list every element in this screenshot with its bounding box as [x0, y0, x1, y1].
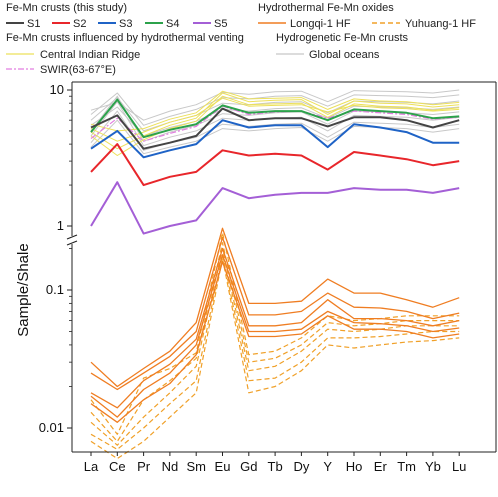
x-tick-label: Nd	[162, 459, 179, 474]
legend-label-s2: S2	[73, 18, 86, 30]
axis-break-gap	[66, 236, 78, 244]
series-line-global-oceans	[90, 119, 460, 155]
axis-break-mark	[66, 234, 78, 240]
series-line-longqi-1-hf	[90, 261, 460, 423]
legend-label-s3: S3	[119, 18, 132, 30]
series-line-longqi-1-hf	[90, 254, 460, 418]
legend-group-hydrothermal: Hydrothermal Fe-Mn oxides	[258, 2, 394, 14]
series-line-s5	[90, 181, 460, 235]
series-line-global-oceans	[90, 105, 460, 137]
y-axis-title: Sample/Shale	[15, 243, 32, 336]
series-line-yuhuang-1-hf	[90, 254, 460, 450]
legend-label-longqi: Longqi-1 HF	[290, 18, 351, 30]
legend-label-s4: S4	[166, 18, 179, 30]
legend-label-global: Global oceans	[309, 49, 380, 61]
series-line-global-oceans	[90, 92, 460, 126]
x-tick-label: Er	[374, 459, 388, 474]
x-tick-label: La	[84, 459, 99, 474]
legend-group-study: Fe-Mn crusts (this study)	[6, 2, 127, 14]
series-line-yuhuang-1-hf	[90, 242, 460, 442]
series-line-s2	[90, 143, 460, 187]
x-tick-label: Yb	[425, 459, 441, 474]
series-line-yuhuang-1-hf	[90, 257, 460, 460]
y-tick-label: 0.01	[39, 420, 64, 435]
series-line-global-oceans	[90, 110, 460, 151]
plot-area	[72, 81, 497, 460]
x-tick-label: Lu	[452, 459, 466, 474]
x-tick-label: Sm	[186, 459, 206, 474]
legend-label-s5: S5	[214, 18, 227, 30]
x-tick-label: Pr	[137, 459, 151, 474]
y-tick-label: 0.1	[46, 282, 64, 297]
x-tick-label: Ce	[109, 459, 126, 474]
legend-group-influenced: Fe-Mn crusts influenced by hydrothermal …	[6, 32, 244, 44]
series-line-s3	[90, 119, 460, 159]
y-tick-label: 1	[57, 218, 64, 233]
x-tick-label: Tb	[268, 459, 283, 474]
series-line-yuhuang-1-hf	[90, 232, 460, 435]
x-tick-label: Gd	[240, 459, 257, 474]
legend-label-s1: S1	[27, 18, 40, 30]
series-line-s4	[90, 98, 460, 139]
x-tick-label: Y	[323, 459, 332, 474]
x-tick-label: Dy	[293, 459, 309, 474]
axis-break-mark	[66, 240, 78, 246]
legend-label-swir: SWIR(63-67°E)	[40, 64, 116, 76]
series-line-s1	[90, 107, 460, 150]
series-line-global-oceans	[90, 89, 460, 121]
series-line-global-oceans	[90, 97, 460, 132]
legend-label-yuhuang: Yuhuang-1 HF	[405, 18, 476, 30]
x-axis: La Ce Pr Nd Sm Eu Gd Tb Dy Y Ho Er Tm Yb Lu	[72, 451, 496, 474]
series-line-central-indian-ridge	[90, 95, 460, 156]
y-axis: 10 1 0.1 0.01	[39, 82, 78, 452]
legend: Fe-Mn crusts (this study) Hydrothermal F…	[6, 2, 476, 76]
series-line-longqi-1-hf	[90, 227, 460, 388]
legend-group-hydrogenetic: Hydrogenetic Fe-Mn crusts	[276, 32, 409, 44]
series-line-central-indian-ridge	[90, 90, 460, 132]
x-tick-label: Ho	[346, 459, 363, 474]
series-line-yuhuang-1-hf	[90, 247, 460, 446]
series-line-central-indian-ridge	[90, 97, 460, 142]
legend-label-cir: Central Indian Ridge	[40, 49, 140, 61]
series-line-longqi-1-hf	[90, 236, 460, 391]
series-line-central-indian-ridge	[90, 92, 460, 150]
x-tick-label: Eu	[215, 459, 231, 474]
y-tick-label: 10	[50, 82, 64, 97]
series-line-longqi-1-hf	[90, 247, 460, 409]
x-tick-label: Tm	[397, 459, 416, 474]
